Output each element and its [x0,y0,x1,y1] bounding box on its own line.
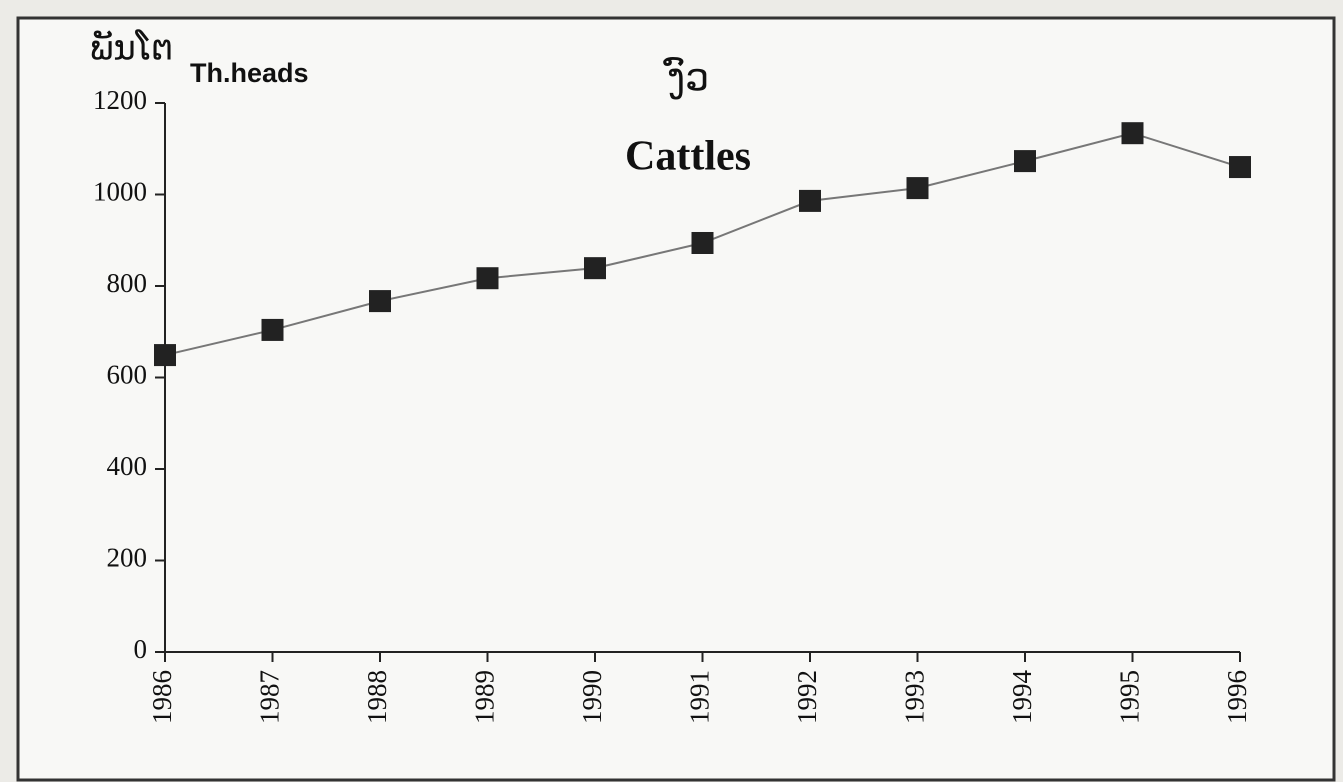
y-tick-label: 600 [107,360,148,390]
y-tick-label: 200 [107,543,148,573]
marker [1229,156,1251,179]
y-tick-label: 800 [107,268,148,298]
x-tick-label: 1991 [685,670,715,724]
x-tick-label: 1995 [1115,670,1145,724]
x-tick-label: 1990 [577,670,607,724]
marker [691,231,714,254]
y-tick-label: 1200 [93,85,147,115]
x-tick-label: 1992 [792,670,822,724]
marker [1014,150,1036,173]
x-tick-label: 1989 [470,670,500,724]
y-tick-label: 0 [134,634,148,664]
chart-title: ງົວ [663,56,709,100]
x-tick-label: 1996 [1222,670,1252,724]
marker [154,344,176,367]
x-tick-label: 1987 [255,670,285,724]
x-tick-label: 1988 [362,670,392,724]
y-axis-unit: Th.heads [190,58,309,88]
x-tick-label: 1986 [147,670,177,724]
chart-subtitle: Cattles [625,134,751,180]
y-tick-label: 1000 [93,177,147,207]
marker [1121,122,1144,145]
x-tick-label: 1994 [1007,670,1037,725]
marker [369,290,391,313]
marker [584,257,606,280]
marker [799,189,821,212]
y-tick-label: 400 [107,451,148,481]
marker [906,177,929,200]
y-axis-label: ພັນໂຕ [90,29,173,69]
marker [476,267,499,290]
marker [261,318,284,341]
x-tick-label: 1993 [900,670,930,724]
